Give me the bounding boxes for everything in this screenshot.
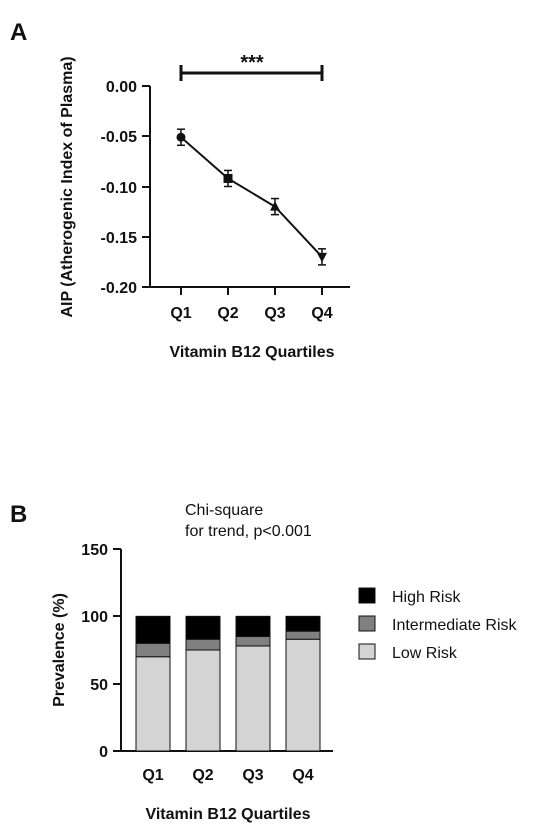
panel-b: B Chi-square for trend, p<0.001 Prevalen… <box>10 501 517 823</box>
legend-swatch-high-risk <box>358 587 376 604</box>
panel-a-x-ticks: Q1 Q2 Q3 Q4 <box>170 287 333 322</box>
panel-b-xlabel: Vitamin B12 Quartiles <box>145 806 310 823</box>
series-line <box>180 136 323 258</box>
x-tick-label: Q1 <box>170 305 191 322</box>
bar-q1-intermediate-risk <box>135 642 171 658</box>
panel-b-x-ticks: Q1 Q2 Q3 Q4 <box>142 767 313 784</box>
panel-b-label: B <box>10 501 27 528</box>
significance-label: *** <box>240 52 264 74</box>
x-tick-label: Q4 <box>311 305 332 322</box>
bar-q1-low-risk <box>135 656 171 752</box>
panel-a-y-ticks: 0.00 -0.05 -0.10 -0.15 -0.20 <box>101 79 150 297</box>
y-tick-label: -0.20 <box>101 280 138 297</box>
y-tick-label: 100 <box>81 609 108 626</box>
x-tick-label: Q3 <box>264 305 285 322</box>
x-tick-label: Q3 <box>242 767 263 784</box>
y-tick-label: 0 <box>99 744 108 761</box>
panel-a-label: A <box>10 19 27 46</box>
legend-label-high-risk: High Risk <box>392 589 461 606</box>
panel-b-y-ticks: 0 50 100 150 <box>81 542 121 761</box>
panel-a-ylabel: AIP (Atherogenic Index of Plasma) <box>59 56 76 317</box>
legend-label-intermediate-risk: Intermediate Risk <box>392 617 517 634</box>
bar-q3-intermediate-risk <box>235 636 271 647</box>
bar-q4-low-risk <box>285 638 321 752</box>
significance-bracket: *** <box>179 52 324 81</box>
x-tick-label: Q2 <box>192 767 213 784</box>
annotation-line-2: for trend, p<0.001 <box>185 523 312 540</box>
x-tick-label: Q1 <box>142 767 163 784</box>
panel-b-bars <box>135 615 321 752</box>
data-point-q1 <box>176 132 186 142</box>
legend-label-low-risk: Low Risk <box>392 645 458 662</box>
y-tick-label: -0.15 <box>101 230 138 247</box>
bar-q2-high-risk <box>185 615 221 640</box>
y-tick-label: -0.10 <box>101 180 138 197</box>
bar-q3-high-risk <box>235 615 271 638</box>
y-tick-label: 150 <box>81 542 108 559</box>
panel-a-data <box>176 128 327 266</box>
data-point-q3 <box>270 201 280 211</box>
legend-swatch-low-risk <box>358 643 376 660</box>
panel-b-ylabel: Prevalence (%) <box>51 593 68 707</box>
bar-q3-low-risk <box>235 645 271 752</box>
annotation-line-1: Chi-square <box>185 502 263 519</box>
panel-a-xlabel: Vitamin B12 Quartiles <box>169 344 334 361</box>
y-tick-label: -0.05 <box>101 129 138 146</box>
bar-q1-high-risk <box>135 615 171 644</box>
bar-q2-intermediate-risk <box>185 638 221 651</box>
y-tick-label: 50 <box>90 677 108 694</box>
bar-q4-high-risk <box>285 615 321 632</box>
data-point-q4 <box>317 252 327 263</box>
bar-q4-intermediate-risk <box>285 630 321 640</box>
x-tick-label: Q4 <box>292 767 313 784</box>
y-tick-label: 0.00 <box>106 79 137 96</box>
bar-q2-low-risk <box>185 649 221 752</box>
panel-b-legend: High Risk Intermediate Risk Low Risk <box>358 587 517 662</box>
x-tick-label: Q2 <box>217 305 238 322</box>
panel-a: A AIP (Atherogenic Index of Plasma) 0.00… <box>10 19 350 361</box>
legend-swatch-intermediate-risk <box>358 615 376 632</box>
data-point-q2 <box>223 173 233 183</box>
